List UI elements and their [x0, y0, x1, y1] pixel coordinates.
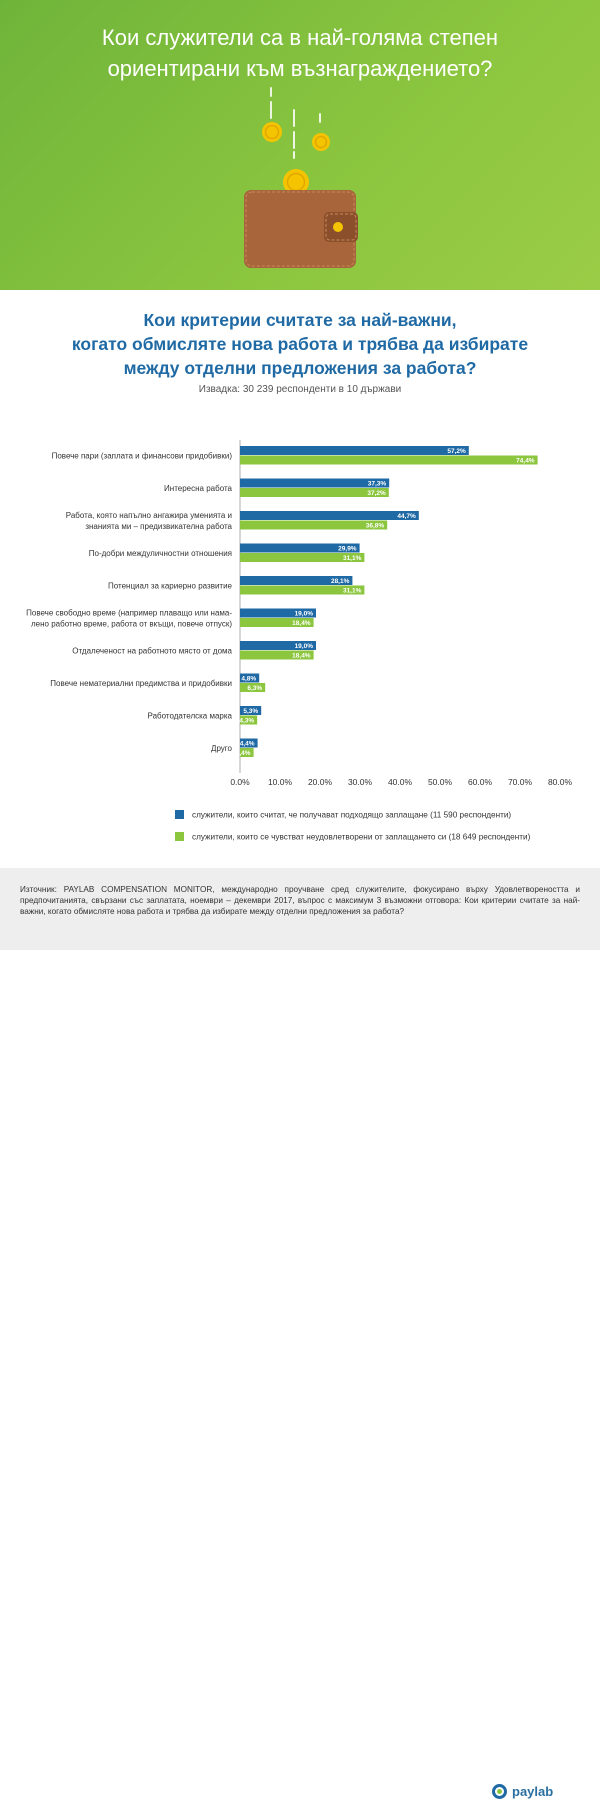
bar-green: [240, 618, 314, 627]
category-label: Друго: [211, 744, 233, 753]
data-label: 19,0%: [295, 610, 314, 617]
data-label: 74,4%: [516, 457, 535, 464]
category-label: Работодателска марка: [148, 711, 233, 720]
category-label: Повече пари (заплата и финансови придоби…: [52, 451, 233, 460]
x-tick-label: 60,0%: [468, 777, 493, 785]
chart-title-line3: между отделни предложения за работа?: [123, 358, 477, 378]
bar-blue: [240, 511, 419, 520]
category-label: Интересна работа: [164, 484, 233, 493]
bar-green: [240, 650, 314, 660]
data-label: 36,8%: [366, 522, 385, 529]
category-label: Работа, която напълно ангажира уменията …: [66, 511, 232, 520]
data-label: 4,4%: [240, 740, 255, 747]
category-label: Потенциал за кариерно развитие: [108, 581, 233, 590]
x-tick-label: 20,0%: [308, 777, 333, 785]
data-label: 37,2%: [367, 490, 386, 497]
legend-label-blue: служители, които считат, че получават по…: [192, 810, 512, 820]
category-label: знанията ми – предизвикателна работа: [85, 522, 232, 531]
data-label: 6,3%: [247, 685, 262, 692]
page-title: Кои служители са в най-голяма степен ори…: [0, 22, 600, 84]
bar-blue: [240, 673, 260, 683]
chart-title: Кои критерии считате за най-важни, когат…: [0, 308, 600, 380]
bar-green: [240, 455, 538, 465]
source-footer: Източник: PAYLAB COMPENSATION MONITOR, м…: [0, 868, 600, 1799]
coin-icon: [312, 133, 330, 151]
bar-green: [240, 488, 389, 497]
page-title-line1: Кои служители са в най-голяма степен: [101, 25, 499, 50]
category-label: Отдалеченост на работното място от дома: [72, 646, 232, 655]
legend-swatch-blue: [175, 810, 184, 820]
data-label: 28,1%: [331, 578, 350, 585]
data-label: 31,1%: [343, 587, 362, 594]
data-label: 29,9%: [338, 545, 357, 552]
legend-item-green: служители, които се чувстват неудовлетво…: [175, 832, 575, 842]
header-banner: Кои служители са в най-голяма степен ори…: [0, 0, 600, 290]
bar-blue: [240, 446, 469, 455]
data-label: 18,4%: [292, 620, 311, 627]
x-tick-label: 30,0%: [348, 777, 373, 785]
legend-label-green: служители, които се чувстват неудовлетво…: [192, 832, 531, 842]
data-label: 3,4%: [236, 750, 251, 757]
coin-icon: [262, 122, 282, 142]
motion-lines-icon: [270, 87, 321, 159]
data-label: 4,8%: [241, 675, 256, 682]
category-label: Повече свободно време (например плаващо …: [26, 608, 232, 617]
category-label: По-добри междуличностни отношения: [89, 549, 232, 558]
bar-blue: [240, 641, 316, 650]
bar-blue: [240, 608, 316, 618]
bar-blue: [240, 576, 353, 585]
data-label: 31,1%: [343, 555, 362, 562]
legend-item-blue: служители, които считат, че получават по…: [175, 810, 575, 820]
data-label: 19,0%: [295, 643, 314, 650]
paylab-logo: paylab: [512, 1784, 554, 1799]
bar-green: [240, 683, 266, 692]
wallet-icon: [244, 190, 358, 268]
bar-blue: [240, 706, 262, 715]
source-text: Източник: PAYLAB COMPENSATION MONITOR, м…: [20, 885, 580, 916]
paylab-logo-icon: [492, 1784, 507, 1799]
x-tick-label: 80,0%: [548, 777, 573, 785]
data-label: 4,3%: [239, 717, 254, 724]
data-label: 18,4%: [292, 652, 311, 659]
data-label: 44,7%: [397, 513, 416, 520]
legend-swatch-green: [175, 832, 184, 842]
x-tick-label: 0,0%: [230, 777, 250, 785]
bar-green: [240, 715, 258, 725]
x-tick-label: 50,0%: [428, 777, 453, 785]
data-label: 5,3%: [243, 708, 258, 715]
bar-green: [240, 520, 388, 530]
x-tick-label: 10,0%: [268, 777, 293, 785]
data-label: 57,2%: [447, 448, 466, 455]
wallet-coins-illustration: [244, 87, 358, 268]
category-label: лено работно време, работа от вкъщи, пов…: [31, 619, 232, 628]
bar-green: [240, 553, 365, 562]
x-tick-label: 70,0%: [508, 777, 533, 785]
bar-blue: [240, 478, 390, 488]
bar-blue: [240, 543, 360, 553]
bar-blue: [240, 738, 258, 748]
sample-subtitle: Извадка: 30 239 респонденти в 10 държави: [198, 384, 402, 395]
chart-title-line2: когато обмисляте нова работа и трябва да…: [71, 334, 529, 354]
bar-chart: 0,0% 10,0% 20,0% 30,0% 40,0% 50,0% 60,0% 70,0% 8…: [26, 440, 573, 785]
bar-green: [240, 585, 365, 595]
bar-green: [240, 748, 254, 757]
chart-title-line1: Кои критерии считате за най-важни,: [143, 310, 457, 330]
category-label: Повече нематериални предимства и придоби…: [50, 679, 232, 688]
page-title-line2: ориентирани към възнаграждението?: [107, 56, 493, 81]
data-label: 37,3%: [368, 480, 387, 487]
x-tick-label: 40,0%: [388, 777, 413, 785]
